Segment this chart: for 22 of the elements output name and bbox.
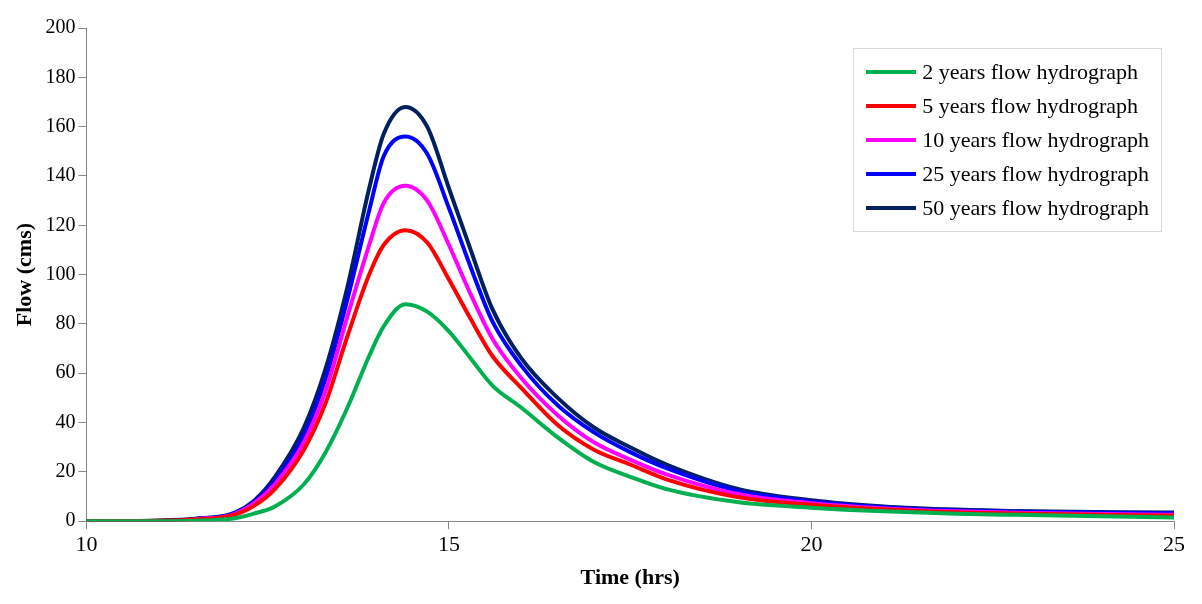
legend-label: 50 years flow hydrograph bbox=[922, 195, 1149, 221]
y-tick-label: 0 bbox=[65, 508, 76, 531]
x-tick-label: 15 bbox=[437, 531, 460, 557]
y-tick-label: 160 bbox=[45, 113, 76, 136]
x-axis-title: Time (hrs) bbox=[580, 564, 680, 590]
y-tick-label: 140 bbox=[45, 163, 76, 186]
y-tick-label: 120 bbox=[45, 212, 76, 235]
x-tick-label: 25 bbox=[1163, 531, 1185, 557]
y-tick-label: 80 bbox=[55, 311, 76, 334]
y-axis-title: Flow (cms) bbox=[10, 222, 36, 327]
y-tick-label: 100 bbox=[45, 261, 76, 284]
y-tick-label: 40 bbox=[55, 409, 76, 432]
y-tick-label: 20 bbox=[55, 459, 76, 482]
x-tick-label: 20 bbox=[800, 531, 823, 557]
y-tick-label: 200 bbox=[45, 15, 76, 38]
legend-label: 2 years flow hydrograph bbox=[922, 59, 1138, 85]
x-tick-label: 10 bbox=[75, 531, 98, 557]
y-tick-label: 180 bbox=[45, 64, 76, 87]
y-tick-label: 60 bbox=[55, 360, 76, 383]
legend-label: 10 years flow hydrograph bbox=[922, 127, 1149, 153]
legend-label: 25 years flow hydrograph bbox=[922, 161, 1149, 187]
legend-label: 5 years flow hydrograph bbox=[922, 93, 1138, 119]
